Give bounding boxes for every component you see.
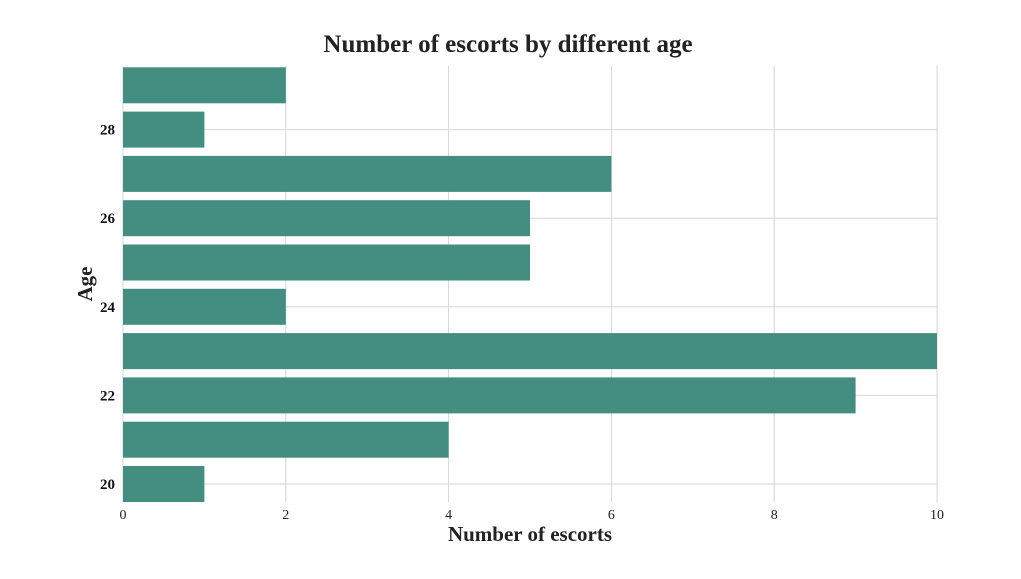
bar-age-26 <box>123 200 530 237</box>
chart-title: Number of escorts by different age <box>323 31 692 58</box>
x-tick-label: 2 <box>282 508 289 523</box>
bar-age-23 <box>123 333 937 370</box>
y-tick-label: 28 <box>100 123 115 139</box>
grid-lines <box>122 66 938 502</box>
x-tick-label: 10 <box>930 508 944 523</box>
bar-age-24 <box>123 288 286 325</box>
bars <box>123 67 937 502</box>
bar-age-20 <box>123 466 205 502</box>
bar-age-25 <box>123 244 530 281</box>
x-tick-labels: 0 2 4 6 8 10 <box>120 508 945 523</box>
x-axis-label: Number of escorts <box>448 522 612 546</box>
bar-age-27 <box>123 155 612 192</box>
x-tick-label: 6 <box>608 508 615 523</box>
y-tick-label: 20 <box>100 477 115 493</box>
y-tick-labels: 20 22 24 26 28 <box>100 123 116 493</box>
y-tick-label: 26 <box>100 211 116 227</box>
bar-age-22 <box>123 377 856 414</box>
bar-age-21 <box>123 421 449 458</box>
y-tick-label: 24 <box>100 300 116 316</box>
x-tick-label: 4 <box>445 508 452 523</box>
x-tick-label: 8 <box>771 508 778 523</box>
bar-age-29 <box>123 67 286 104</box>
x-tick-label: 0 <box>120 508 127 523</box>
y-axis-label: Age <box>73 267 97 302</box>
y-tick-label: 22 <box>100 388 115 404</box>
bar-age-28 <box>123 111 205 148</box>
